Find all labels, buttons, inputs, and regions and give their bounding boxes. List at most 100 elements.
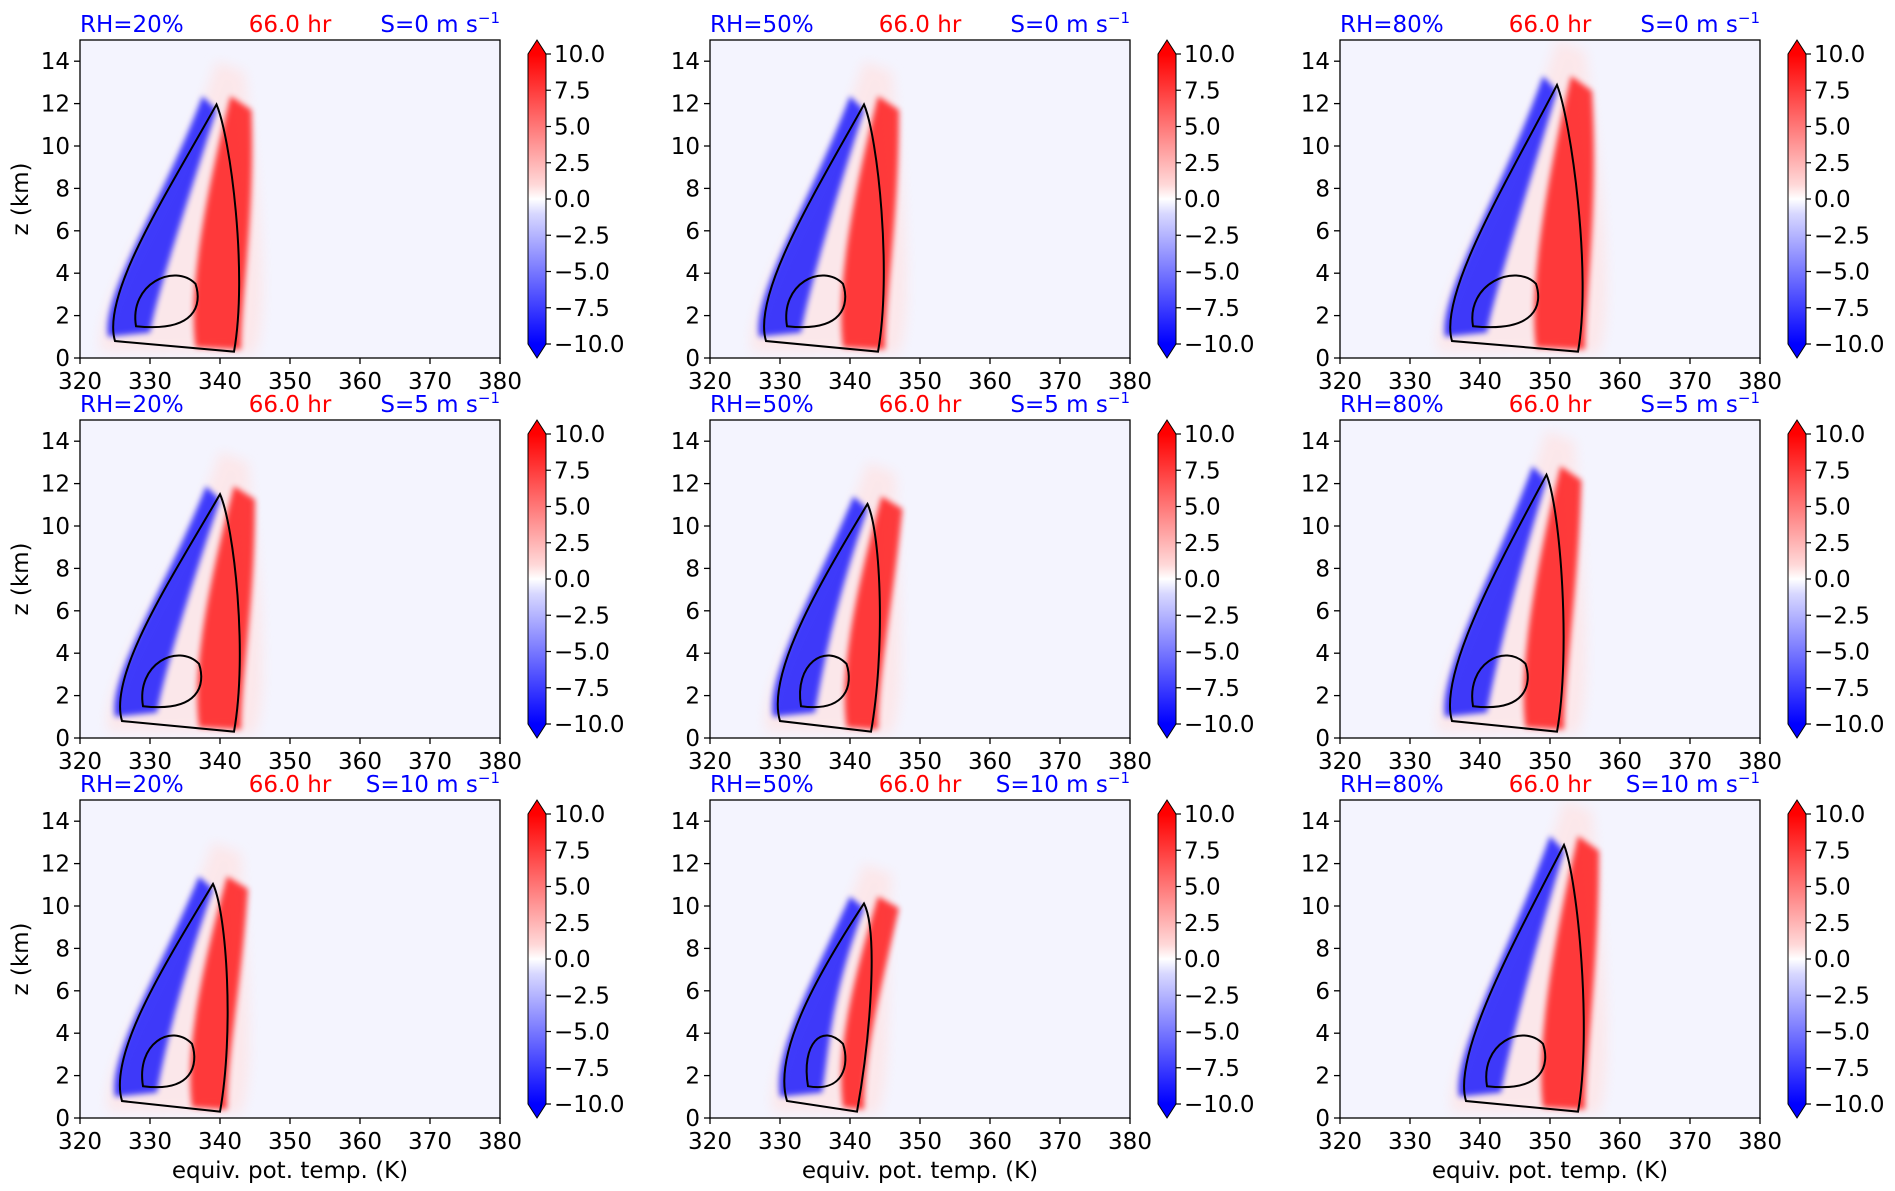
colorbar-tick-label: 7.5 xyxy=(1814,838,1851,864)
colorbar-tick-label: −5.0 xyxy=(1814,640,1870,666)
y-axis-label: z (km) xyxy=(8,162,34,235)
x-axis-ticks: 320 330 340 350 360 370 380 xyxy=(58,1118,522,1155)
colorbar-tick-label: 5.0 xyxy=(1814,875,1851,901)
panel-shear-label: S=10 m s−1 xyxy=(996,769,1130,798)
negative-anomaly xyxy=(779,896,864,1097)
x-tick-label: 350 xyxy=(1528,1129,1572,1155)
y-tick-label: 12 xyxy=(41,92,70,118)
colorbar-tick-label: 0.0 xyxy=(1814,947,1851,973)
y-tick-label: 10 xyxy=(41,894,70,920)
x-tick-label: 340 xyxy=(198,369,242,395)
panel-time-label: 66.0 hr xyxy=(249,12,332,38)
field xyxy=(107,451,263,734)
y-tick-label: 8 xyxy=(685,176,700,202)
x-tick-label: 330 xyxy=(1388,369,1432,395)
y-tick-label: 14 xyxy=(41,809,70,835)
x-tick-label: 370 xyxy=(408,1129,452,1155)
x-tick-label: 370 xyxy=(1038,1129,1082,1155)
colorbar-tick-label: 10.0 xyxy=(1814,802,1865,828)
colorbar-extend-min xyxy=(1158,344,1176,358)
colorbar-tick-label: −7.5 xyxy=(1814,296,1870,322)
shear-exponent: −1 xyxy=(478,9,500,27)
x-tick-label: 370 xyxy=(1668,1129,1712,1155)
y-tick-label: 0 xyxy=(685,726,700,752)
colorbar-tick-label: −7.5 xyxy=(554,1056,610,1082)
colorbar-tick-label: −7.5 xyxy=(554,676,610,702)
colorbar-tick-label: 5.0 xyxy=(1184,495,1221,521)
colorbar-gradient xyxy=(528,54,546,344)
y-tick-label: 8 xyxy=(1315,556,1330,582)
panel-3: 320 330 340 350 360 370 380 0 2 4 6 8 10 12 14 RH=80% 66… xyxy=(1301,9,1885,395)
colorbar-tick-label: 0.0 xyxy=(1814,187,1851,213)
colorbar-tick-label: 5.0 xyxy=(1814,115,1851,141)
y-tick-label: 12 xyxy=(1301,852,1330,878)
x-tick-label: 360 xyxy=(968,1129,1012,1155)
colorbar-tick-label: 2.5 xyxy=(554,911,591,937)
panel-shear-label: S=0 m s−1 xyxy=(1640,9,1760,38)
y-axis-ticks: 0 2 4 6 8 10 12 14 xyxy=(1301,429,1340,752)
colorbar: 10.0 7.5 5.0 2.5 0.0 −2.5 −5.0 −7.5 −10.0 xyxy=(1787,419,1884,739)
colorbar-tick-label: 2.5 xyxy=(554,531,591,557)
colorbar: 10.0 7.5 5.0 2.5 0.0 −2.5 −5.0 −7.5 −10.0 xyxy=(1157,799,1254,1119)
x-tick-label: 340 xyxy=(828,749,872,775)
colorbar-tick-label: −7.5 xyxy=(1814,676,1870,702)
x-tick-label: 340 xyxy=(198,1129,242,1155)
y-tick-label: 10 xyxy=(41,514,70,540)
x-tick-label: 380 xyxy=(1738,369,1782,395)
y-axis-ticks: 0 2 4 6 8 10 12 14 xyxy=(671,49,710,372)
y-tick-label: 8 xyxy=(685,556,700,582)
colorbar-tick-label: 2.5 xyxy=(1814,531,1851,557)
y-tick-label: 8 xyxy=(55,176,70,202)
colorbar-extend-min xyxy=(1788,344,1806,358)
y-tick-label: 0 xyxy=(1315,346,1330,372)
y-tick-label: 10 xyxy=(41,134,70,160)
plot-background xyxy=(710,800,1130,1118)
y-tick-label: 12 xyxy=(41,852,70,878)
panel-shear-label: S=5 m s−1 xyxy=(1010,389,1130,418)
colorbar: 10.0 7.5 5.0 2.5 0.0 −2.5 −5.0 −7.5 −10.0 xyxy=(1157,39,1254,359)
contour-inner xyxy=(1471,654,1529,709)
panel-shear-label: S=0 m s−1 xyxy=(380,9,500,38)
panel-shear-label: S=5 m s−1 xyxy=(1640,389,1760,418)
x-tick-label: 320 xyxy=(1318,1129,1362,1155)
colorbar-tick-label: −10.0 xyxy=(554,332,624,358)
y-tick-label: 6 xyxy=(685,599,700,625)
panel-5: 320 330 340 350 360 370 380 0 2 4 6 8 10 12 14 RH=50% 66… xyxy=(671,389,1255,775)
y-tick-label: 14 xyxy=(41,49,70,75)
y-tick-label: 4 xyxy=(685,1021,700,1047)
colorbar: 10.0 7.5 5.0 2.5 0.0 −2.5 −5.0 −7.5 −10.0 xyxy=(1787,799,1884,1119)
panel-4: 320 330 340 350 360 370 380 0 2 4 6 8 10 12 14 RH=20% 66… xyxy=(8,389,624,775)
negative-anomaly xyxy=(107,96,217,337)
contour-outer xyxy=(1448,472,1565,733)
panel-rh-label: RH=20% xyxy=(80,392,184,418)
x-axis-ticks: 320 330 340 350 360 370 380 xyxy=(1318,1118,1782,1155)
colorbar-tick-label: −5.0 xyxy=(1184,640,1240,666)
colorbar-tick-label: 10.0 xyxy=(1814,422,1865,448)
panel-time-label: 66.0 hr xyxy=(879,772,962,798)
y-tick-label: 2 xyxy=(1315,304,1330,330)
x-tick-label: 350 xyxy=(898,1129,942,1155)
y-tick-label: 12 xyxy=(1301,92,1330,118)
y-tick-label: 2 xyxy=(55,1064,70,1090)
panel-rh-label: RH=20% xyxy=(80,772,184,798)
colorbar-tick-label: 2.5 xyxy=(554,151,591,177)
contour-inner xyxy=(134,274,199,329)
y-tick-label: 8 xyxy=(55,556,70,582)
colorbar-extend-min xyxy=(528,724,546,738)
positive-anomaly xyxy=(1523,466,1582,730)
x-tick-label: 360 xyxy=(1598,1129,1642,1155)
colorbar-tick-label: 5.0 xyxy=(554,875,591,901)
field xyxy=(751,61,907,354)
x-tick-label: 370 xyxy=(1038,369,1082,395)
colorbar-tick-label: −2.5 xyxy=(1184,603,1240,629)
colorbar-tick-label: 0.0 xyxy=(1184,187,1221,213)
y-tick-label: 2 xyxy=(685,1064,700,1090)
colorbar-tick-label: −2.5 xyxy=(554,223,610,249)
contour-outer xyxy=(783,901,873,1113)
y-tick-label: 14 xyxy=(1301,809,1330,835)
x-tick-label: 360 xyxy=(338,369,382,395)
colorbar-tick-label: −2.5 xyxy=(554,603,610,629)
colorbar-tick-label: −2.5 xyxy=(1814,603,1870,629)
colorbar: 10.0 7.5 5.0 2.5 0.0 −2.5 −5.0 −7.5 −10.0 xyxy=(1157,419,1254,739)
panel-6: 320 330 340 350 360 370 380 0 2 4 6 8 10 12 14 RH=80% 66… xyxy=(1301,389,1885,775)
